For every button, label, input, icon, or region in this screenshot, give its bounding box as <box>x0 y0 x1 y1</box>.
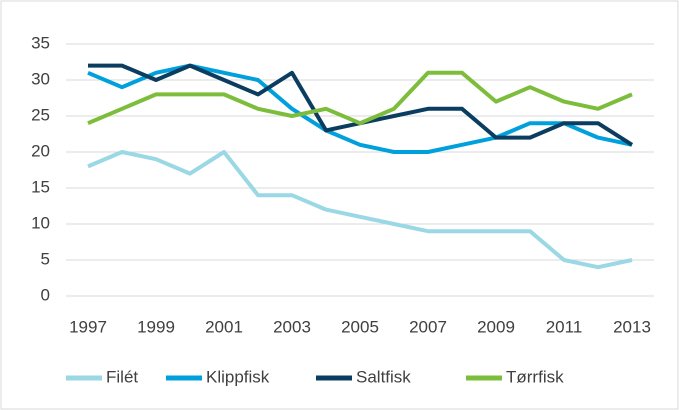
legend-label: Filét <box>106 367 138 386</box>
x-tick-label: 1997 <box>69 317 107 336</box>
legend-label: Tørrfisk <box>506 367 564 386</box>
legend-label: Saltfisk <box>356 367 411 386</box>
series-line <box>87 70 633 126</box>
x-tick-label: 2003 <box>273 317 311 336</box>
series-line <box>87 63 633 154</box>
series-line <box>87 150 633 270</box>
y-tick-label: 20 <box>31 141 50 160</box>
y-tick-label: 0 <box>41 285 50 304</box>
x-tick-label: 1999 <box>137 317 175 336</box>
y-tick-label: 30 <box>31 69 50 88</box>
y-tick-label: 5 <box>41 249 50 268</box>
x-tick-label: 2013 <box>613 317 651 336</box>
x-tick-label: 2001 <box>205 317 243 336</box>
y-tick-label: 25 <box>31 105 50 124</box>
y-tick-label: 35 <box>31 33 50 52</box>
x-tick-label: 2011 <box>546 317 583 336</box>
x-tick-label: 2005 <box>341 317 379 336</box>
x-tick-label: 2007 <box>409 317 447 336</box>
y-tick-label: 10 <box>31 213 50 232</box>
y-tick-label: 15 <box>31 177 50 196</box>
x-tick-label: 2009 <box>477 317 515 336</box>
legend-label: Klippfisk <box>206 367 270 386</box>
